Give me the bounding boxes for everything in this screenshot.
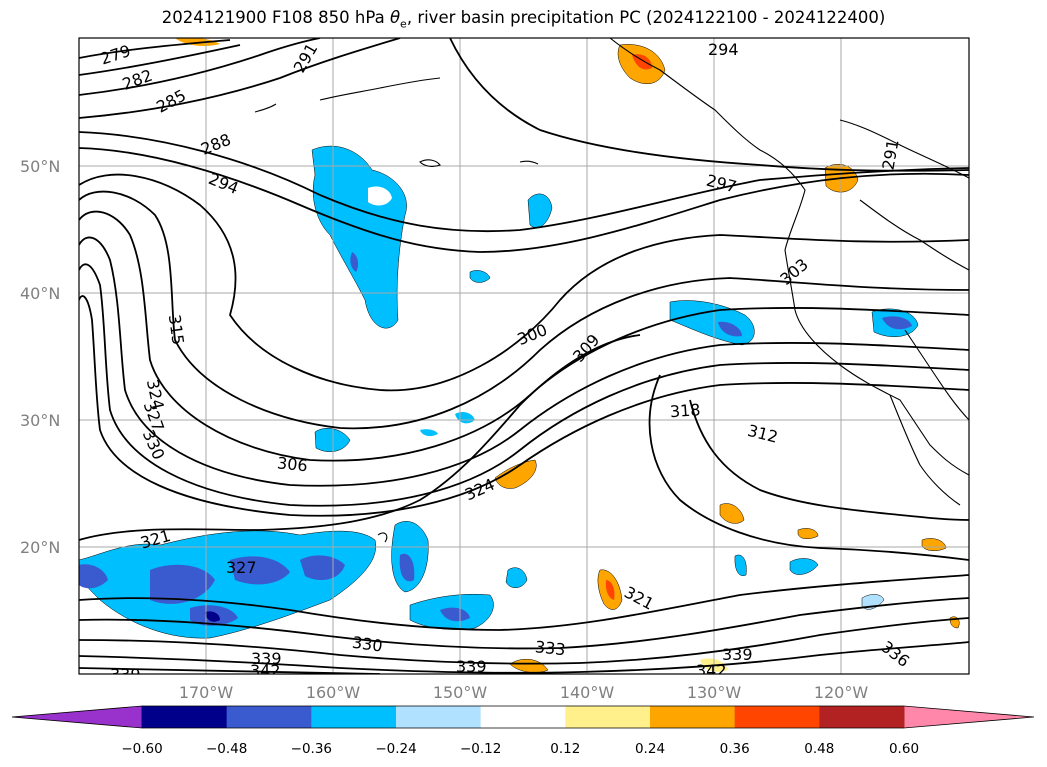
map-gridlines xyxy=(79,38,969,674)
contour-label-333: 333 xyxy=(534,637,566,659)
colorbar-segment xyxy=(650,706,736,728)
longitude-labels: 170°W 160°W 150°W 140°W 130°W 120°W xyxy=(179,683,869,702)
contour-label-339d: 339 xyxy=(110,665,141,684)
map-title: 2024121900 F108 850 hPa θe, river basin … xyxy=(0,8,1047,30)
contour-label-294b: 294 xyxy=(708,40,739,59)
colorbar-tick-label: −0.36 xyxy=(291,741,332,757)
colorbar-tick-label: −0.48 xyxy=(206,741,247,757)
colorbar-segment xyxy=(480,706,566,728)
contour-label-339c: 339 xyxy=(722,645,753,664)
colorbar-segment xyxy=(226,706,312,728)
colorbar-segment xyxy=(734,706,820,728)
colorbar-tick-label: −0.60 xyxy=(121,741,162,757)
colorbar-tick-label: 0.36 xyxy=(720,741,750,757)
title-theta-sub: e xyxy=(400,17,407,31)
contour-label-327b: 327 xyxy=(226,558,257,577)
precip-positive xyxy=(175,38,960,673)
lat-label-20n: 20°N xyxy=(20,538,60,557)
colorbar-segment xyxy=(396,706,482,728)
colorbar-tick-label: 0.48 xyxy=(804,741,834,757)
title-theta: θ xyxy=(389,8,401,27)
contour-label-339b: 339 xyxy=(456,657,487,676)
theta-e-contours xyxy=(79,38,969,674)
contour-label-306: 306 xyxy=(276,453,308,475)
colorbar-segment xyxy=(819,706,905,728)
contour-label-342b: 342 xyxy=(696,661,727,680)
lon-label-120w: 120°W xyxy=(814,683,869,702)
colorbar-tick-label: 0.60 xyxy=(889,741,919,757)
colorbar-segment xyxy=(142,706,228,728)
lon-label-170w: 170°W xyxy=(179,683,234,702)
contour-label-342: 342 xyxy=(250,661,281,680)
lat-label-50n: 50°N xyxy=(20,157,60,176)
map-plot-area: 279 282 285 288 291 294 294 297 291 303 … xyxy=(79,38,969,684)
map-frame xyxy=(78,37,970,675)
colorbar-segment xyxy=(311,706,397,728)
lat-label-40n: 40°N xyxy=(20,284,60,303)
colorbar-outline xyxy=(142,705,904,729)
lon-label-160w: 160°W xyxy=(306,683,361,702)
colorbar-segment xyxy=(565,706,651,728)
lon-label-150w: 150°W xyxy=(433,683,488,702)
lat-label-30n: 30°N xyxy=(20,411,60,430)
lon-label-140w: 140°W xyxy=(560,683,615,702)
colorbar: −0.60 −0.48 −0.36 −0.24 −0.12 0.12 0.24 … xyxy=(11,705,1035,757)
colorbar-extend-right xyxy=(903,705,1035,729)
precip-shading xyxy=(79,145,919,639)
colorbar-extend-left xyxy=(11,705,143,729)
colorbar-tick-label: −0.12 xyxy=(460,741,501,757)
title-prefix: 2024121900 F108 850 hPa xyxy=(161,8,390,27)
latitude-labels: 20°N 30°N 40°N 50°N xyxy=(20,157,60,557)
colorbar-tick-label: 0.12 xyxy=(550,741,580,757)
title-suffix: , river basin precipitation PC (20241221… xyxy=(406,8,886,27)
colorbar-tick-label: −0.24 xyxy=(375,741,416,757)
contour-label-318: 318 xyxy=(669,400,701,421)
coastlines xyxy=(254,38,969,543)
colorbar-tick-label: 0.24 xyxy=(635,741,665,757)
contour-label-330b: 330 xyxy=(351,633,384,656)
lon-label-130w: 130°W xyxy=(687,683,742,702)
contour-label-339: 339 xyxy=(251,649,282,668)
contour-label-315: 315 xyxy=(165,313,188,346)
